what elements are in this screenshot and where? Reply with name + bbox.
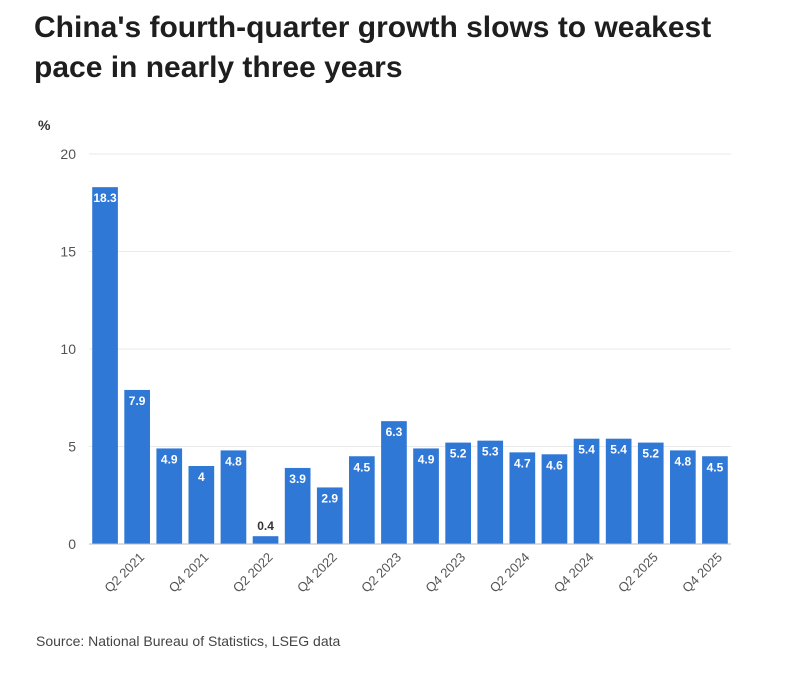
y-axis-ticks: 0 5 10 15 20	[60, 146, 76, 552]
bar-value-label: 5.4	[578, 443, 595, 457]
bar-value-label: 0.4	[257, 519, 274, 533]
bar	[188, 466, 215, 544]
chart-title: China's fourth-quarter growth slows to w…	[34, 11, 712, 84]
bar-value-label: 4	[198, 470, 205, 484]
x-tick-label: Q2 2021	[101, 550, 147, 596]
bar-value-labels: 18.3 7.9 4.9 4 4.8 0.4 3.9 2.9 4.5 6.3 4.9 5.2 5.3 4.…	[93, 191, 723, 533]
y-tick-label: 20	[60, 146, 76, 162]
x-tick-label: Q4 2022	[294, 550, 340, 596]
x-axis-ticks: Q2 2021 Q4 2021 Q2 2022 Q4 2022 Q2 2023 Q4 20…	[101, 550, 725, 596]
bar-value-label: 18.3	[93, 191, 117, 205]
x-tick-label: Q2 2025	[615, 550, 661, 596]
bar	[252, 536, 279, 544]
bar	[284, 467, 311, 544]
bar-value-label: 4.9	[161, 452, 178, 466]
bar	[413, 448, 439, 544]
bar	[670, 450, 696, 544]
x-tick-label: Q4 2021	[166, 550, 212, 596]
bar	[477, 440, 504, 544]
y-axis-unit-label: %	[38, 117, 51, 133]
y-tick-label: 10	[60, 341, 76, 357]
bar-value-label: 7.9	[129, 394, 146, 408]
bar-value-label: 6.3	[386, 425, 403, 439]
bar	[445, 442, 471, 544]
bar-value-label: 5.3	[482, 445, 499, 459]
bar	[92, 187, 118, 544]
bar	[637, 442, 664, 544]
x-tick-label: Q2 2022	[230, 550, 276, 596]
x-tick-label: Q4 2025	[679, 550, 725, 596]
x-tick-label: Q4 2024	[551, 550, 597, 596]
bar-value-label: 2.9	[321, 491, 338, 505]
bar-value-label: 5.4	[610, 443, 627, 457]
bar	[605, 438, 632, 544]
x-tick-label: Q4 2023	[422, 550, 468, 596]
x-tick-label: Q2 2023	[358, 550, 404, 596]
y-tick-label: 5	[68, 439, 76, 455]
bar	[702, 456, 728, 544]
bar	[381, 421, 407, 544]
bar	[124, 389, 150, 544]
bar	[573, 438, 600, 544]
bar-value-label: 4.5	[707, 460, 724, 474]
bar-value-label: 4.9	[418, 452, 435, 466]
bar-value-label: 5.2	[642, 447, 659, 461]
bar	[509, 452, 536, 544]
x-tick-label: Q2 2024	[487, 550, 533, 596]
source-note: Source: National Bureau of Statistics, L…	[36, 633, 341, 649]
bar-value-label: 4.6	[546, 458, 563, 472]
bars	[92, 187, 728, 544]
bar-value-label: 3.9	[289, 472, 306, 486]
bar-value-label: 4.5	[354, 460, 371, 474]
bar	[541, 454, 568, 544]
y-tick-label: 0	[68, 536, 76, 552]
y-tick-label: 15	[60, 244, 76, 260]
bar	[316, 487, 343, 544]
bar-value-label: 5.2	[450, 447, 467, 461]
gridlines	[89, 153, 731, 447]
bar	[220, 450, 247, 544]
bar-value-label: 4.8	[225, 454, 242, 468]
bar	[156, 448, 183, 544]
bar-value-label: 4.7	[514, 456, 531, 470]
bar-value-label: 4.8	[675, 454, 692, 468]
bar	[349, 456, 375, 544]
